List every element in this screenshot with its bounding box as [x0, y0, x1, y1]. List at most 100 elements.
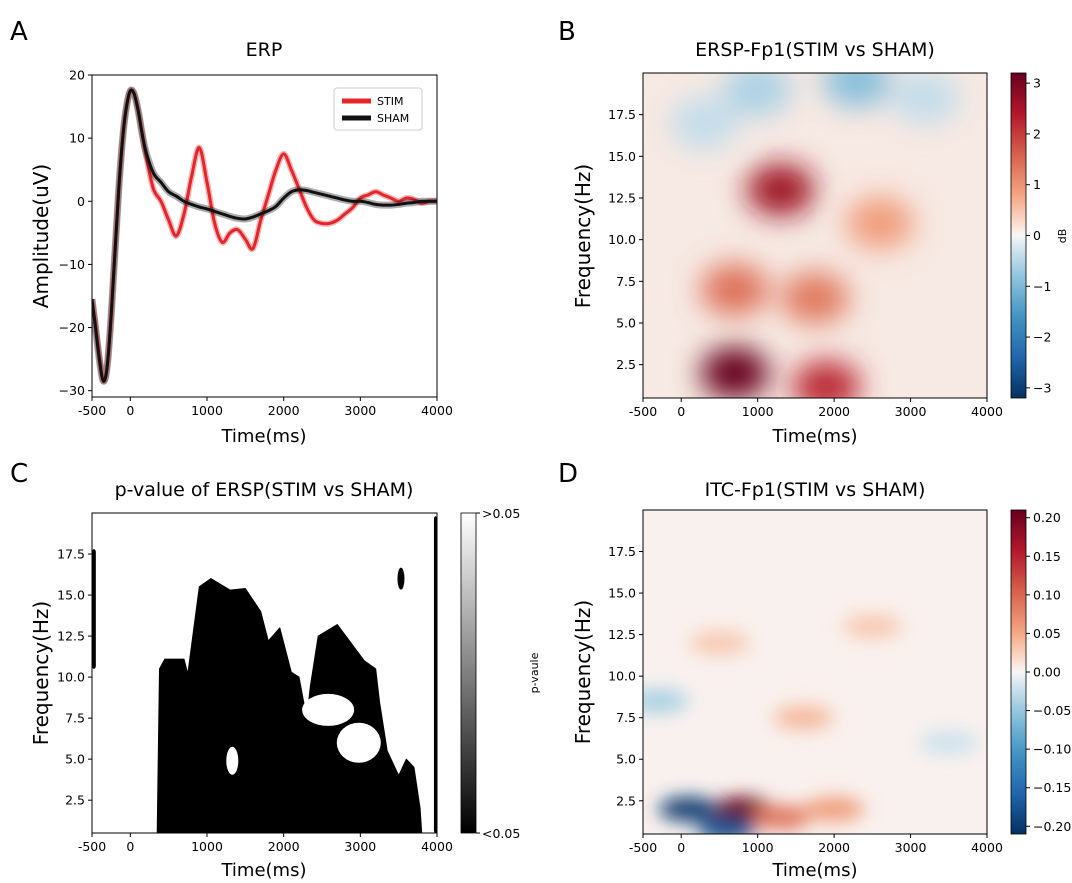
pvalue-heatmap	[92, 513, 437, 833]
itc-ytick-label: 7.5	[616, 710, 636, 725]
ersp-xtick-label: 2000	[818, 404, 850, 419]
pvalue-panel: p-value of ERSP(STIM vs SHAM) -500 0 1000 2…	[29, 479, 541, 881]
itc-panel: ITC-Fp1(STIM vs SHAM) -500 0 1000 2000 3000 4…	[571, 479, 1071, 881]
itc-ytick-label: 12.5	[608, 627, 636, 642]
itc-xtick-label: 4000	[971, 840, 1003, 855]
ersp-xtick-label: 1000	[742, 404, 774, 419]
pvalue-island	[367, 672, 376, 689]
erp-title: ERP	[246, 39, 283, 61]
pvalue-island	[397, 567, 405, 590]
itc-title: ITC-Fp1(STIM vs SHAM)	[705, 479, 926, 501]
ersp-cbar-tick-label: −3	[1033, 380, 1051, 395]
itc-blobs	[643, 614, 979, 834]
pvalue-edge-region	[433, 516, 437, 833]
erp-xtick-label: -500	[78, 403, 106, 418]
itc-blob	[842, 614, 903, 639]
pvalue-nonsig-hole	[302, 693, 355, 726]
pvalue-significant-region	[156, 578, 423, 833]
itc-colorbar	[1010, 509, 1027, 835]
ersp-blob	[700, 347, 769, 398]
erp-ytick-label: −30	[59, 383, 85, 398]
itc-blob	[689, 630, 750, 655]
pvalue-ytick-label: 5.0	[65, 752, 85, 767]
erp-ytick-label: 0	[77, 194, 85, 209]
erp-ytick-label: −10	[59, 257, 85, 272]
erp-ytick-label: 20	[69, 68, 85, 83]
pvalue-xtick-label: 4000	[421, 839, 453, 854]
pvalue-ytick-label: 2.5	[65, 793, 85, 808]
pvalue-x-label: Time(ms)	[220, 860, 306, 881]
pvalue-xtick-label: 1000	[191, 839, 223, 854]
ersp-cbar-tick-label: 3	[1033, 76, 1041, 91]
erp-xtick-label: 1000	[191, 403, 223, 418]
itc-x-label: Time(ms)	[771, 860, 857, 881]
erp-ytick-label: 10	[69, 131, 85, 146]
ersp-ytick-label: 17.5	[608, 107, 636, 122]
itc-cbar-tick-label: −0.10	[1033, 742, 1071, 757]
pvalue-cbar-label-top: >0.05	[482, 506, 520, 521]
itc-blob	[697, 817, 758, 834]
pvalue-significant-regions	[92, 516, 437, 833]
pvalue-y-label: Frequency(Hz)	[29, 601, 53, 745]
pvalue-x-ticks: -500 0 1000 2000 3000 4000	[78, 833, 453, 854]
itc-ytick-label: 15.0	[608, 586, 636, 601]
erp-xtick-label: 4000	[421, 403, 453, 418]
pvalue-colorbar	[460, 512, 477, 834]
itc-xtick-label: 2000	[818, 840, 850, 855]
pvalue-plot-frame	[91, 512, 438, 834]
itc-cbar-tick-label: 0.20	[1033, 510, 1061, 525]
erp-ytick-label: −20	[59, 320, 85, 335]
pvalue-ytick-label: 10.0	[57, 670, 85, 685]
pvalue-colorbar-label: p-vaule	[528, 652, 541, 693]
ersp-cbar-tick-label: −2	[1033, 330, 1051, 345]
itc-cbar-tick-label: 0.05	[1033, 626, 1061, 641]
pvalue-xtick-label: -500	[78, 839, 106, 854]
itc-background	[643, 510, 987, 834]
ersp-ytick-label: 5.0	[616, 316, 636, 331]
itc-ytick-label: 10.0	[608, 669, 636, 684]
ersp-cbar-tick-label: 1	[1033, 177, 1041, 192]
erp-legend: STIM SHAM	[333, 87, 423, 131]
ersp-xtick-label: 4000	[971, 404, 1003, 419]
erp-panel: ERP -500 0 1000 2000 3000 4000 20 10 0 −10 −20 −30…	[29, 39, 453, 447]
ersp-colorbar-label: dB	[1056, 229, 1069, 244]
ersp-y-ticks: 2.5 5.0 7.5 10.0 12.5 15.0 17.5	[608, 107, 643, 372]
pvalue-ytick-label: 7.5	[65, 711, 85, 726]
itc-colorbar-ticks: 0.20 0.15 0.10 0.05 0.00 −0.05 −0.10 −0.15 −0.20	[1026, 510, 1071, 834]
itc-cbar-tick-label: 0.10	[1033, 587, 1061, 602]
pvalue-nonsig-hole	[226, 746, 239, 775]
ersp-plot-frame	[642, 72, 988, 399]
ersp-y-label: Frequency(Hz)	[571, 164, 595, 308]
pvalue-cbar-label-bottom: <0.05	[482, 826, 520, 841]
ersp-ytick-label: 10.0	[608, 232, 636, 247]
ersp-xtick-label: 0	[677, 404, 685, 419]
panel-letter-c: C	[10, 459, 28, 489]
ersp-title: ERSP-Fp1(STIM vs SHAM)	[695, 39, 935, 61]
ersp-xtick-label: -500	[629, 404, 657, 419]
panel-letter-b: B	[558, 17, 576, 47]
ersp-blob	[700, 263, 769, 316]
ersp-colorbar-ticks: 3 2 1 0 −1 −2 −3	[1026, 76, 1051, 395]
pvalue-y-ticks: 2.5 5.0 7.5 10.0 12.5 15.0 17.5	[57, 547, 92, 808]
itc-cbar-tick-label: 0.15	[1033, 549, 1061, 564]
itc-x-ticks: -500 0 1000 2000 3000 4000	[629, 834, 1003, 855]
pvalue-xtick-label: 2000	[268, 839, 300, 854]
itc-blob	[918, 730, 979, 755]
erp-x-label: Time(ms)	[220, 426, 306, 447]
panel-letter-a: A	[10, 17, 28, 47]
itc-blob	[658, 797, 719, 822]
ersp-colorbar	[1010, 72, 1027, 399]
erp-lines	[92, 86, 437, 385]
erp-y-ticks: 20 10 0 −10 −20 −30	[59, 68, 92, 398]
ersp-blobs	[670, 73, 960, 398]
itc-xtick-label: 1000	[742, 840, 774, 855]
erp-xtick-label: 2000	[268, 403, 300, 418]
itc-cbar-tick-label: 0.00	[1033, 665, 1061, 680]
itc-ytick-label: 5.0	[616, 752, 636, 767]
series-sham-line	[92, 88, 437, 383]
ersp-blob	[723, 73, 792, 116]
legend-sham-label: SHAM	[377, 112, 409, 125]
erp-x-ticks: -500 0 1000 2000 3000 4000	[78, 397, 453, 418]
itc-cbar-tick-label: −0.15	[1033, 780, 1071, 795]
